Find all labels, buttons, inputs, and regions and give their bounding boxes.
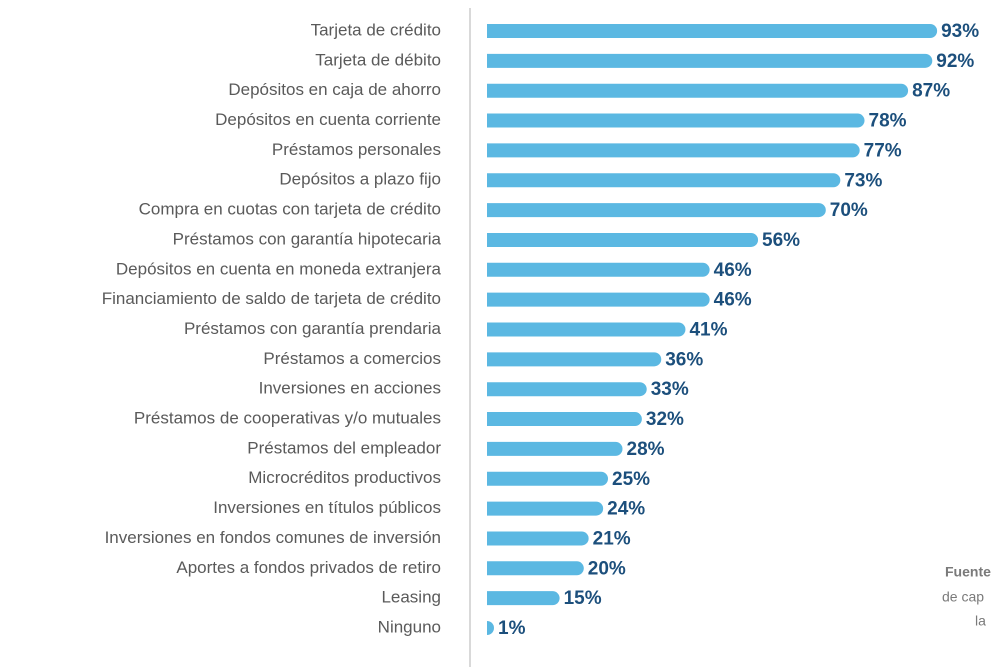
value-label: 28% [627,439,665,460]
value-label: 24% [607,499,645,520]
bar [487,292,710,307]
bar [487,471,608,486]
bar [487,232,759,247]
category-label: Depósitos en caja de ahorro [228,80,441,99]
value-label: 33% [651,379,689,400]
category-label: Tarjeta de crédito [311,20,441,39]
bar [487,591,560,606]
bar [487,412,642,427]
value-label: 77% [864,140,902,161]
bar [487,382,647,397]
value-label: 20% [588,558,626,579]
value-label: 32% [646,409,684,430]
category-label: Inversiones en títulos públicos [213,498,441,517]
bar [487,262,710,277]
category-label: Depósitos a plazo fijo [279,170,441,189]
bar [487,53,933,68]
category-label: Microcréditos productivos [248,468,441,487]
category-label: Compra en cuotas con tarjeta de crédito [139,200,441,219]
bar [487,441,623,456]
category-label: Préstamos con garantía prendaria [184,319,442,338]
value-label: 21% [593,528,631,549]
bar [487,352,662,367]
category-label: Ninguno [378,617,441,636]
value-label: 41% [689,320,727,341]
bar [487,322,686,337]
category-label: Tarjeta de débito [315,50,441,69]
value-label: 1% [498,618,526,639]
category-label: Préstamos con garantía hipotecaria [173,229,442,248]
category-label: Depósitos en cuenta en moneda extranjera [116,259,442,278]
value-label: 56% [762,230,800,251]
value-label: 93% [941,21,979,42]
bar [487,501,604,516]
annotation: Fuente [945,564,991,580]
category-label: Inversiones en fondos comunes de inversi… [105,528,441,547]
value-label: 36% [665,349,703,370]
bar [487,83,909,98]
value-label: 92% [936,51,974,72]
category-label: Préstamos del empleador [247,438,441,457]
category-label: Financiamiento de saldo de tarjeta de cr… [102,289,441,308]
category-label: Préstamos a comercios [263,349,441,368]
value-label: 46% [714,290,752,311]
category-label: Aportes a fondos privados de retiro [176,558,441,577]
bar [487,621,494,635]
value-label: 25% [612,469,650,490]
value-label: 87% [912,81,950,102]
value-label: 78% [869,111,907,132]
annotation: la [975,613,986,629]
bar [487,143,860,158]
value-label: 73% [844,170,882,191]
category-label: Préstamos de cooperativas y/o mutuales [134,409,441,428]
category-label: Préstamos personales [272,140,441,159]
bar [487,531,589,546]
category-label: Depósitos en cuenta corriente [215,110,441,129]
bar [487,24,938,38]
value-label: 46% [714,260,752,281]
value-label: 15% [564,588,602,609]
bar [487,203,826,218]
bar [487,561,584,576]
value-label: 70% [830,200,868,221]
bar [487,173,841,188]
annotation: de cap [942,589,984,605]
category-label: Inversiones en acciones [259,379,441,398]
category-label: Leasing [381,588,441,607]
bar [487,113,865,128]
